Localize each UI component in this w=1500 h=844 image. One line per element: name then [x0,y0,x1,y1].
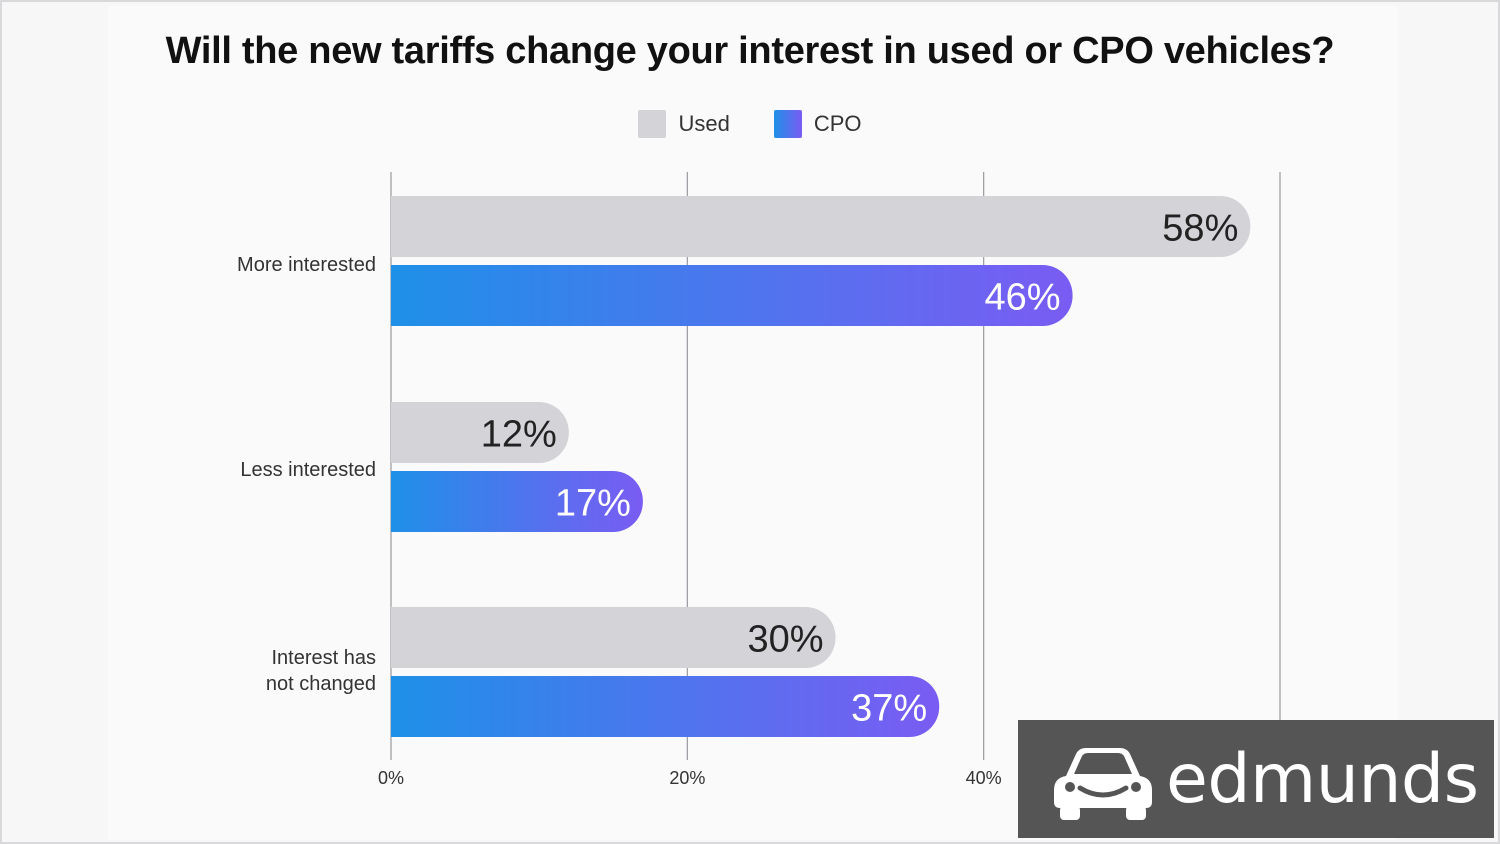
edmunds-logo: edmunds [1018,720,1494,838]
category-label-line: Interest has [271,647,376,669]
bar-used-2 [391,607,836,668]
category-label-line: Less interested [240,459,376,481]
data-label-cpo-2: 37% [851,688,927,730]
bar-used-1 [391,402,569,463]
x-tick-label: 40% [966,768,1002,788]
bar-used-0 [391,196,1251,258]
bar-cpo-2 [391,676,940,737]
bar-cpo-1 [391,471,643,532]
legend-item-cpo: CPO [773,110,862,138]
x-tick-label: 0% [378,768,404,788]
legend-swatch-used [638,110,667,138]
category-label-not-changed: Interest has not changed [156,645,376,697]
legend-label-used: Used [678,111,730,136]
data-label-used-2: 30% [747,619,823,661]
bar-cpo-0 [391,265,1073,326]
legend-label-cpo: CPO [813,111,862,136]
logo-text: edmunds [1166,740,1479,819]
x-tick-label: 20% [669,768,705,788]
data-label-cpo-1: 17% [555,483,631,525]
data-label-used-0: 58% [1162,208,1238,250]
legend-item-used: Used [638,110,730,138]
data-label-cpo-0: 46% [985,277,1061,319]
category-label-less-interested: Less interested [156,457,376,483]
legend: Used CPO [0,110,1500,138]
car-icon [1054,748,1152,820]
chart-title: Will the new tariffs change your interes… [165,30,1335,72]
legend-swatch-cpo [773,110,802,138]
category-label-more-interested: More interested [156,252,376,278]
category-label-line: not changed [265,673,376,695]
data-label-used-1: 12% [481,414,557,456]
category-label-line: More interested [237,254,376,276]
